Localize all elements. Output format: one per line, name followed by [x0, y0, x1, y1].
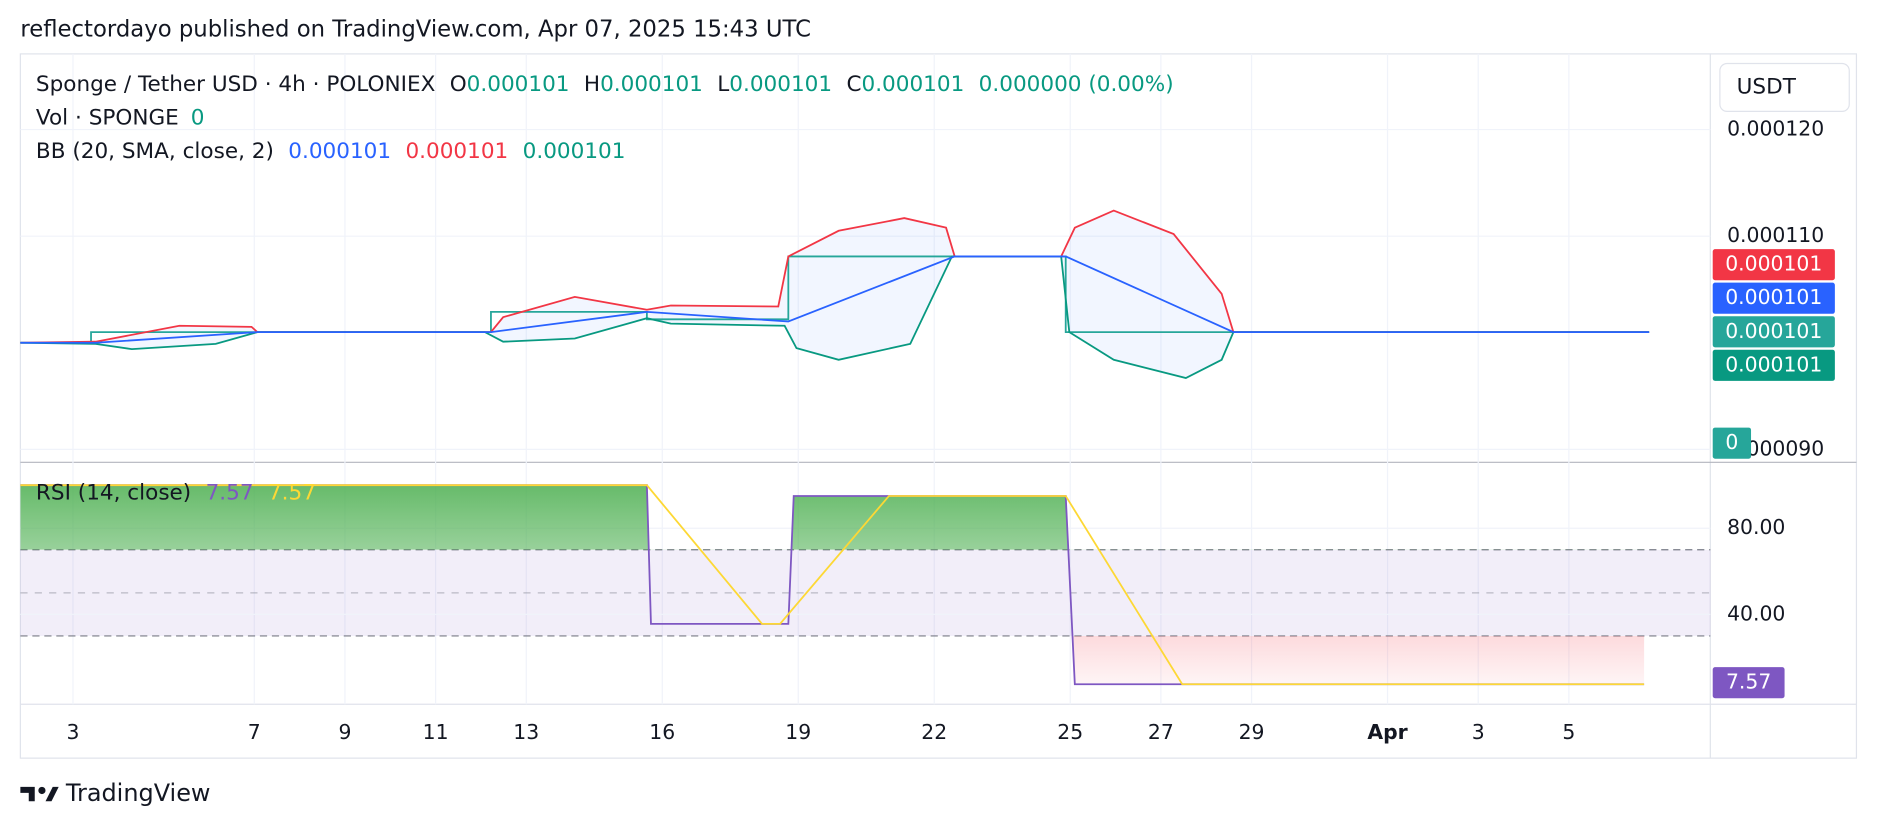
rsi-oversold-fill [1072, 635, 1645, 685]
brand-logo [20, 786, 59, 802]
volume-tag-label: 0 [1725, 430, 1738, 454]
bb-value: 0.000101 [523, 139, 626, 164]
rsi-tag [1712, 667, 1785, 699]
ohlc-value: 0.000101 [862, 72, 965, 97]
x-tick-label: 19 [785, 720, 811, 744]
price-tag-label: 0.000101 [1725, 252, 1822, 276]
volume-value: 0 [191, 106, 205, 131]
bb-label: BB (20, SMA, close, 2) [36, 139, 274, 164]
brand-name: TradingView [65, 779, 211, 807]
publish-header: reflectordayo published on TradingView.c… [20, 16, 811, 42]
rsi-overbought-fill [20, 485, 1645, 550]
price-tag [1712, 282, 1835, 314]
ohlc-label: C [846, 72, 861, 97]
x-tick-label: 3 [1472, 720, 1485, 744]
bb-value: 0.000101 [405, 139, 508, 164]
y-tick-label: 40.00 [1727, 601, 1785, 625]
x-tick-label: Apr [1367, 720, 1407, 744]
price-tag [1712, 249, 1835, 281]
volume-label: Vol · SPONGE [36, 106, 179, 131]
ohlc-value: 0.000101 [467, 72, 570, 97]
chart-layer: 3 7 9 11 13 16 19 22 25 27 29 Apr 3 5 80.00 40.00 0.0001… [20, 53, 1835, 744]
bb-line [20, 209, 1650, 344]
y-tick-label: 0.000120 [1727, 117, 1824, 141]
x-tick-label: 16 [649, 720, 675, 744]
y-tick-label: 0.000110 [1727, 223, 1824, 247]
x-tick-label: 3 [66, 720, 79, 744]
currency-label: USDT [1737, 74, 1797, 99]
volume-tag [1712, 427, 1752, 459]
price-tag-label: 0.000101 [1725, 285, 1822, 309]
legend-bb: BB (20, SMA, close, 2) 0.000101 0.000101 0.… [36, 139, 626, 164]
price-tag [1712, 316, 1835, 348]
bb-value: 0.000101 [288, 139, 391, 164]
x-tick-label: 22 [921, 720, 947, 744]
currency-button[interactable] [1719, 62, 1850, 112]
legend-symbol: Sponge / Tether USD · 4h · POLONIEX [36, 72, 436, 97]
rsi-tag-label: 7.57 [1726, 670, 1771, 694]
bb-fill [20, 210, 1650, 378]
rsi-value: 7.57 [206, 480, 254, 505]
price-tag [1712, 349, 1835, 381]
x-tick-label: 9 [338, 720, 351, 744]
legend-volume: Vol · SPONGE 0 [36, 106, 205, 131]
x-tick-label: 7 [248, 720, 261, 744]
price-tag-label: 0.000101 [1725, 352, 1822, 376]
bb-line [20, 255, 1650, 379]
legend-rsi: RSI (14, close) 7.57 7.57 [36, 480, 316, 505]
chart-frame [19, 53, 1858, 759]
ohlc-label: H [584, 72, 600, 97]
y-tick-label: 80.00 [1727, 515, 1785, 539]
rsi-value: 7.57 [268, 480, 316, 505]
ohlc-value: 0.000101 [729, 72, 832, 97]
ohlc-label: L [717, 72, 729, 97]
series-line [20, 484, 1645, 686]
x-tick-label: 11 [423, 720, 449, 744]
change-value: 0.000000 (0.00%) [979, 72, 1174, 97]
bb-line [20, 255, 1650, 344]
series-line [20, 484, 1645, 686]
x-tick-label: 13 [513, 720, 539, 744]
x-tick-label: 25 [1057, 720, 1083, 744]
rsi-label: RSI (14, close) [36, 480, 191, 505]
x-tick-label: 29 [1239, 720, 1265, 744]
x-tick-label: 5 [1562, 720, 1575, 744]
ohlc-value: 0.000101 [600, 72, 703, 97]
price-line [20, 255, 1650, 344]
ohlc-label: O [450, 72, 467, 97]
x-tick-label: 27 [1148, 720, 1174, 744]
price-tag-label: 0.000101 [1725, 319, 1822, 343]
rsi-band [20, 549, 1711, 636]
legend-main: Sponge / Tether USD · 4h · POLONIEX O0.00… [36, 72, 1174, 97]
